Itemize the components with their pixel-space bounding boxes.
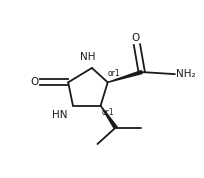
Text: NH: NH xyxy=(80,52,96,62)
Text: HN: HN xyxy=(52,110,67,121)
Polygon shape xyxy=(101,106,117,128)
Text: NH₂: NH₂ xyxy=(176,69,195,79)
Text: or1: or1 xyxy=(108,69,120,78)
Text: or1: or1 xyxy=(101,108,114,117)
Text: O: O xyxy=(131,33,140,43)
Polygon shape xyxy=(108,71,142,82)
Text: O: O xyxy=(30,77,38,87)
